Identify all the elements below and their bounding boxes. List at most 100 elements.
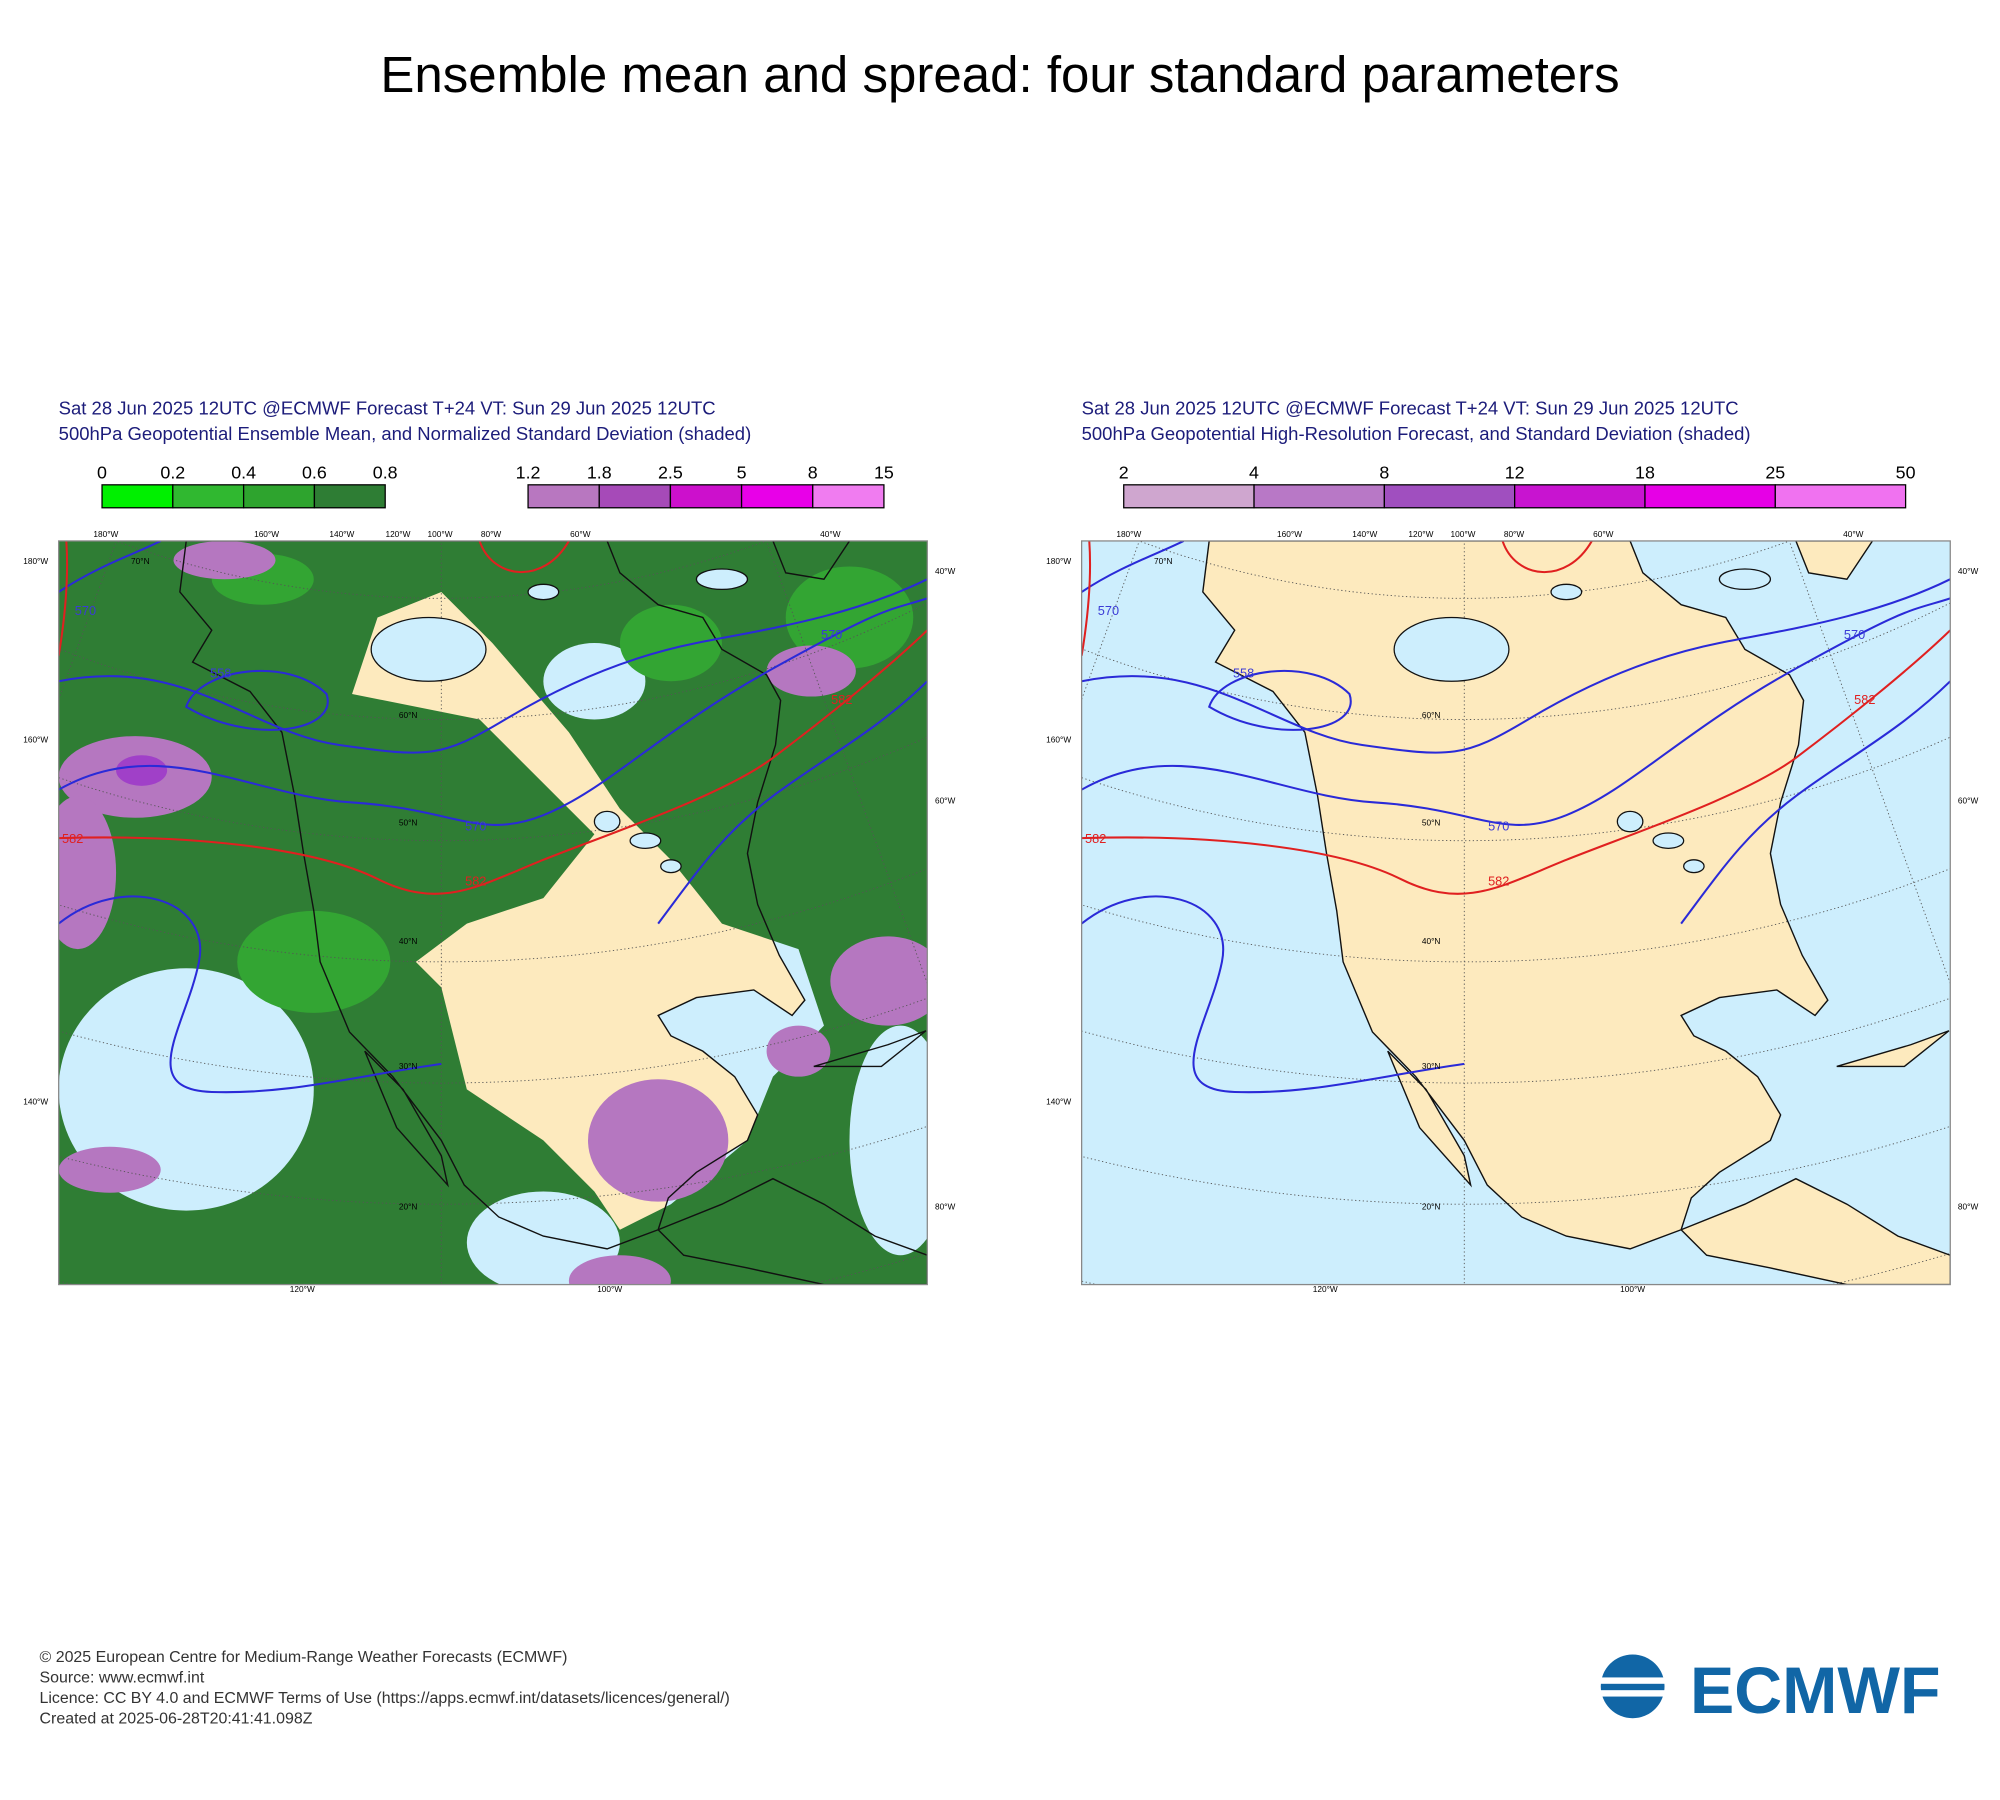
colorbar-segment bbox=[172, 484, 245, 509]
map-label: 140°W bbox=[1046, 1097, 1071, 1107]
shading-light-green bbox=[237, 910, 391, 1013]
panel: Sat 28 Jun 2025 12UTC @ECMWF Forecast T+… bbox=[1046, 398, 1979, 1295]
map-label: 40°W bbox=[1958, 566, 1979, 576]
logo-stripe bbox=[1596, 1677, 1669, 1684]
map-label: 20°N bbox=[1422, 1201, 1441, 1211]
map-label: 30°N bbox=[1422, 1061, 1441, 1071]
colorbar-segment bbox=[740, 484, 814, 509]
map-label: 40°N bbox=[399, 936, 418, 946]
map-label: 160°W bbox=[1046, 734, 1071, 744]
shading-purple bbox=[58, 796, 117, 950]
contour-line bbox=[58, 629, 928, 895]
colorbar-label: 25 bbox=[1765, 462, 1785, 482]
map-label: 80°W bbox=[1504, 529, 1525, 539]
map-label: 180°W bbox=[93, 529, 118, 539]
colorbar-label: 0.2 bbox=[160, 462, 185, 482]
colorbar-label: 8 bbox=[808, 462, 818, 482]
colorbar-label: 8 bbox=[1379, 462, 1389, 482]
colorbar-segment bbox=[1644, 484, 1776, 509]
map-label: 180°W bbox=[1116, 529, 1141, 539]
graticule bbox=[1138, 540, 1791, 599]
contour-line bbox=[1081, 540, 1092, 656]
water-body bbox=[1652, 832, 1685, 849]
contour-line bbox=[58, 597, 928, 826]
graticule bbox=[115, 540, 768, 599]
contour-label: 570 bbox=[1844, 627, 1865, 642]
map-content bbox=[1081, 540, 1951, 1285]
footer-line: Created at 2025-06-28T20:41:41.098Z bbox=[40, 1710, 313, 1727]
map bbox=[1080, 540, 1951, 1286]
colorbar-segment bbox=[313, 484, 386, 509]
water-body bbox=[660, 859, 682, 874]
colorbar-label: 0.8 bbox=[373, 462, 398, 482]
colorbar-label: 50 bbox=[1896, 462, 1916, 482]
colorbar-segment bbox=[1123, 484, 1255, 509]
colorbar-label: 2.5 bbox=[658, 462, 683, 482]
colorbar-label: 1.8 bbox=[587, 462, 612, 482]
contour-label: 570 bbox=[75, 603, 96, 618]
map-label: 180°W bbox=[23, 556, 48, 566]
contour-label: 582 bbox=[831, 692, 852, 707]
map-label: 140°W bbox=[23, 1097, 48, 1107]
map-label: 60°W bbox=[1593, 529, 1614, 539]
contour-line bbox=[1207, 669, 1352, 731]
shading-light-green bbox=[619, 604, 722, 682]
water-body bbox=[527, 583, 560, 601]
map-label: 120°W bbox=[290, 1284, 315, 1294]
water-body bbox=[370, 616, 487, 682]
shading-purple bbox=[173, 540, 276, 580]
map-label: 100°W bbox=[597, 1284, 622, 1294]
contour-line bbox=[1081, 578, 1951, 754]
colorbar-segment bbox=[1514, 484, 1646, 509]
map-label: 50°N bbox=[399, 817, 418, 827]
contour-label: 570 bbox=[1488, 818, 1509, 833]
map-label: 20°N bbox=[399, 1201, 418, 1211]
contour-label: 558 bbox=[210, 665, 231, 680]
colorbar-segment bbox=[1383, 484, 1516, 509]
water-body bbox=[1550, 583, 1583, 601]
coastline bbox=[1202, 540, 1951, 1285]
map-label: 60°W bbox=[935, 796, 956, 806]
contour-line bbox=[1501, 540, 1593, 574]
footer-line: © 2025 European Centre for Medium-Range … bbox=[40, 1649, 568, 1666]
contour-line bbox=[1680, 680, 1951, 925]
colorbar-segment bbox=[812, 484, 885, 509]
map-label: 40°W bbox=[935, 566, 956, 576]
map-label: 40°W bbox=[820, 529, 841, 539]
map-content bbox=[58, 540, 928, 1285]
map-label: 160°W bbox=[1277, 529, 1302, 539]
shading-light-green bbox=[785, 566, 914, 669]
map bbox=[58, 540, 928, 1286]
colorbar-label: 0.4 bbox=[231, 462, 256, 482]
contour-line bbox=[58, 895, 442, 1094]
contour-label: 582 bbox=[1085, 831, 1106, 846]
map-label: 100°W bbox=[1620, 1284, 1645, 1294]
map-label: 160°W bbox=[23, 734, 48, 744]
colorbar-segment bbox=[527, 484, 600, 509]
coastline bbox=[179, 540, 928, 1285]
map-label: 70°N bbox=[131, 556, 150, 566]
contour-label: 570 bbox=[821, 627, 842, 642]
map-label: 40°W bbox=[1843, 529, 1864, 539]
colorbar-segment bbox=[598, 484, 672, 509]
contour-line bbox=[184, 669, 329, 731]
panel-header: Sat 28 Jun 2025 12UTC @ECMWF Forecast T+… bbox=[1082, 398, 1739, 419]
map-label: 50°N bbox=[1422, 817, 1441, 827]
panel: Sat 28 Jun 2025 12UTC @ECMWF Forecast T+… bbox=[23, 398, 956, 1295]
unshaded-ocean bbox=[543, 642, 646, 720]
colorbar-label: 15 bbox=[874, 462, 894, 482]
logo-icon bbox=[1600, 1654, 1665, 1719]
contour-line bbox=[1081, 895, 1465, 1094]
colorbar-segment bbox=[242, 484, 316, 509]
contour-line bbox=[58, 540, 69, 656]
shading-purple bbox=[830, 936, 928, 1026]
colorbar-label: 12 bbox=[1505, 462, 1525, 482]
footer-line: Licence: CC BY 4.0 and ECMWF Terms of Us… bbox=[40, 1690, 730, 1707]
colorbar-segment bbox=[1774, 484, 1907, 509]
map-label: 80°W bbox=[481, 529, 502, 539]
colorbar-segment bbox=[1253, 484, 1385, 509]
shading-purple bbox=[58, 1146, 161, 1193]
contour-label: 582 bbox=[465, 873, 486, 888]
water-body bbox=[1683, 859, 1705, 874]
